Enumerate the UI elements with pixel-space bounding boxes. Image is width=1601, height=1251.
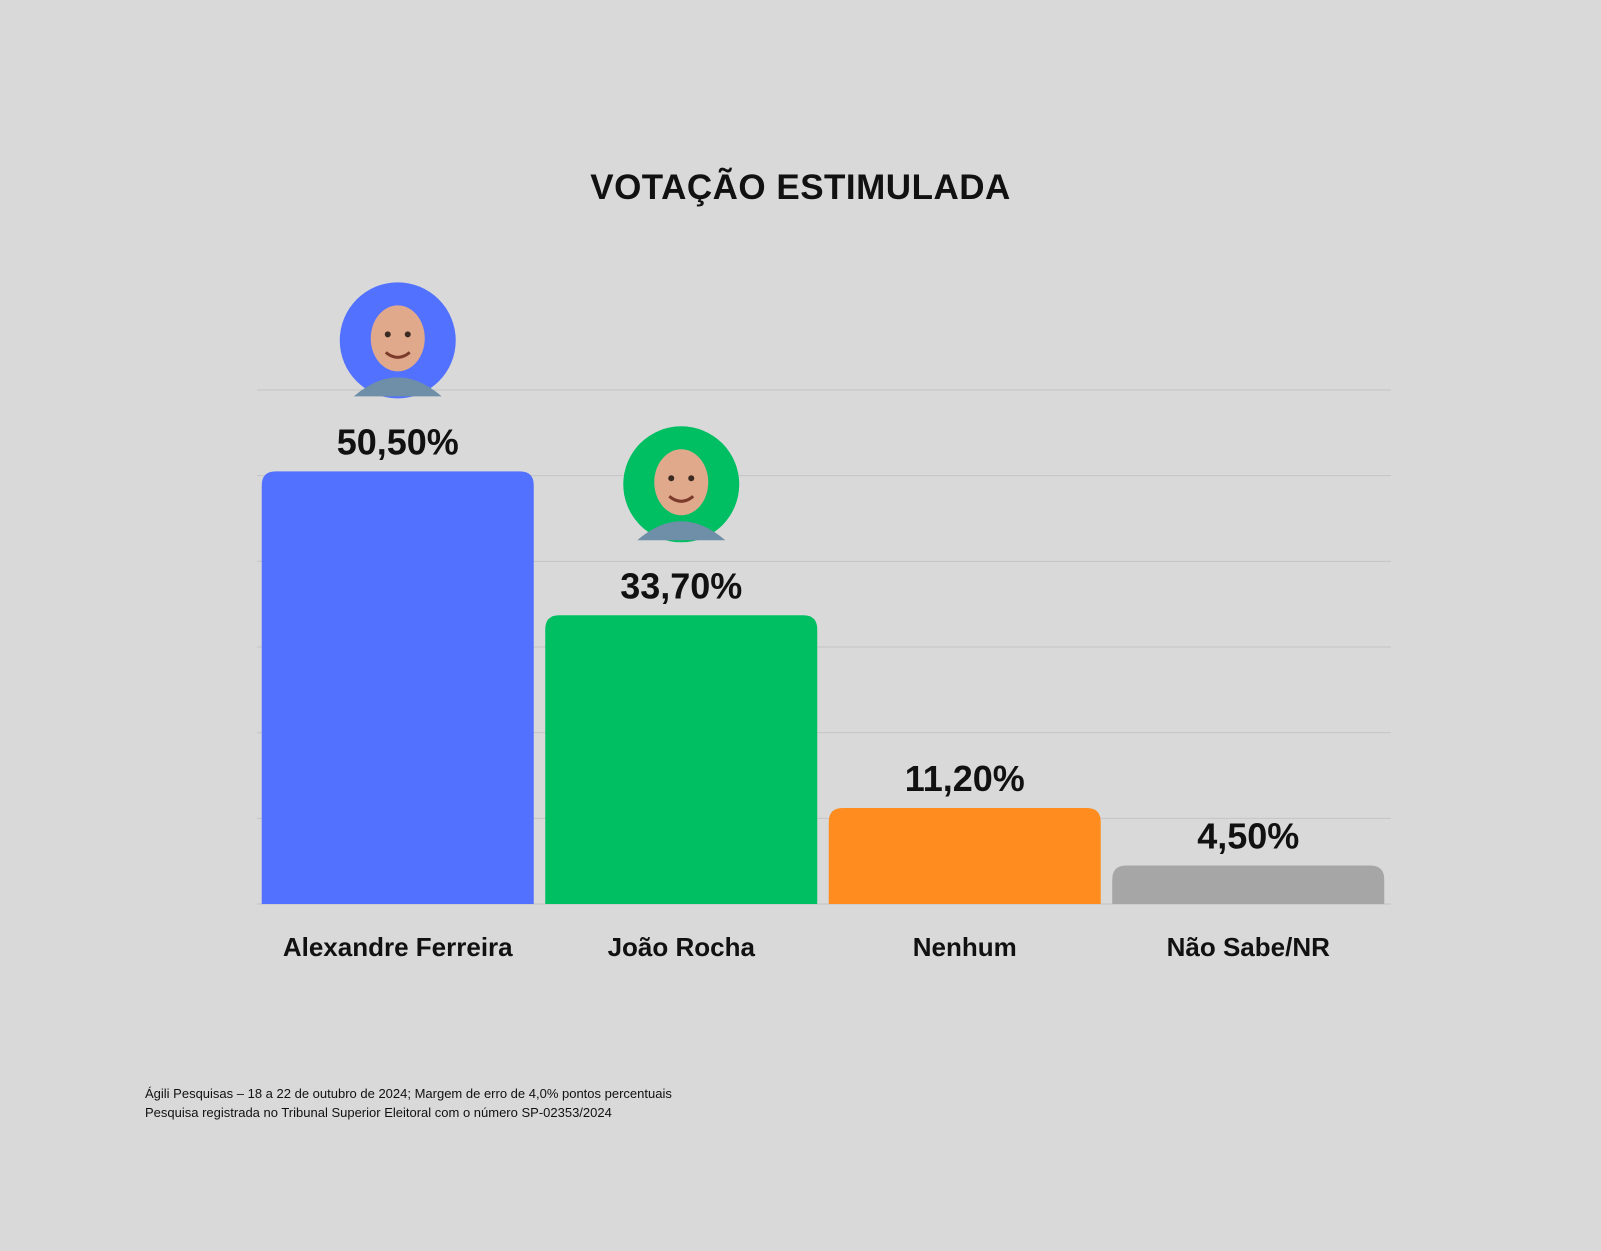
avatar-shirt (637, 521, 726, 541)
avatars (339, 282, 740, 543)
avatar-shirt (353, 377, 442, 397)
avatar-eye (668, 475, 675, 482)
avatar-smile (384, 351, 411, 359)
data-label: 4,50% (1197, 815, 1299, 856)
category-label: Nenhum (913, 932, 1017, 962)
chart-title: VOTAÇÃO ESTIMULADA (590, 168, 1011, 207)
category-label: Não Sabe/NR (1167, 932, 1330, 962)
bar (261, 471, 534, 904)
data-label: 50,50% (337, 421, 459, 462)
bar (545, 615, 818, 904)
avatar-face (370, 305, 425, 372)
candidate-avatar (339, 282, 456, 399)
bars (261, 471, 1385, 904)
footnote-source: Ágili Pesquisas – 18 a 22 de outubro de … (145, 1086, 672, 1101)
category-label: João Rocha (608, 932, 756, 962)
category-label: Alexandre Ferreira (283, 932, 513, 962)
candidate-avatar (623, 426, 740, 543)
footnote-registration: Pesquisa registrada no Tribunal Superior… (145, 1105, 612, 1120)
labels: 50,50% Alexandre Ferreira 33,70% João Rocha… (283, 421, 1330, 962)
avatar-eye (384, 331, 391, 338)
avatar-eye (404, 331, 411, 338)
data-label: 33,70% (620, 565, 742, 606)
data-label: 11,20% (905, 758, 1025, 799)
avatar-face (654, 449, 709, 516)
avatar-smile (668, 495, 695, 503)
avatar-eye (688, 475, 695, 482)
bar (1112, 865, 1385, 904)
bar (828, 808, 1101, 904)
